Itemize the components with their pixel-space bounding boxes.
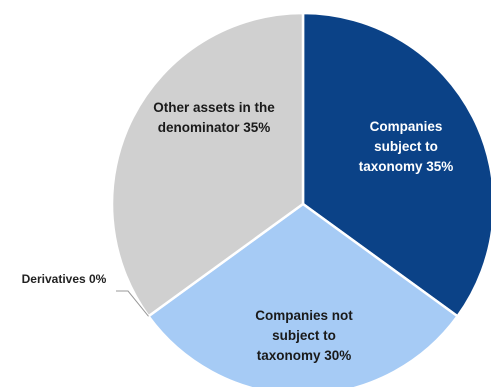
pie-slice-companies-not-subject-to-taxonomy (146, 202, 460, 387)
pie-slice-companies-not-subject-to-taxonomy-label-line: taxonomy 30% (257, 348, 352, 363)
pie-slice-companies-subject-to-taxonomy-label-line: Companies (370, 119, 443, 134)
pie-slice-other-assets-in-the-denominator (110, 11, 305, 319)
pie-slice-derivatives-label: Derivatives 0% (22, 272, 107, 286)
pie-slice-derivatives-label-line: Derivatives 0% (22, 272, 107, 286)
pie-slice-companies-subject-to-taxonomy-label-line: taxonomy 35% (359, 159, 454, 174)
pie-slice-other-assets-in-the-denominator-label: Other assets in the denominator 35% (153, 100, 275, 135)
pie-slice-companies-subject-to-taxonomy-label-line: subject to (374, 139, 438, 154)
pie-slice-other-assets-in-the-denominator-label-line: Other assets in the (153, 100, 275, 115)
pie-slice-other-assets-in-the-denominator-label-line: denominator 35% (158, 120, 271, 135)
pie-slice-companies-subject-to-taxonomy-label: Companies subject to taxonomy 35% (359, 119, 454, 174)
pie-slice-companies-not-subject-to-taxonomy-label-line: Companies not (255, 308, 353, 323)
pie-slices (110, 11, 491, 387)
pie-slice-companies-not-subject-to-taxonomy-label-line: subject to (272, 328, 336, 343)
pie-labels: Companies subject to taxonomy 35%Companies… (22, 100, 454, 363)
pie-slice-companies-not-subject-to-taxonomy-label: Companies not subject to taxonomy 30% (255, 308, 353, 363)
derivatives-leader-line (116, 290, 149, 317)
pie-slice-companies-subject-to-taxonomy (301, 11, 491, 319)
